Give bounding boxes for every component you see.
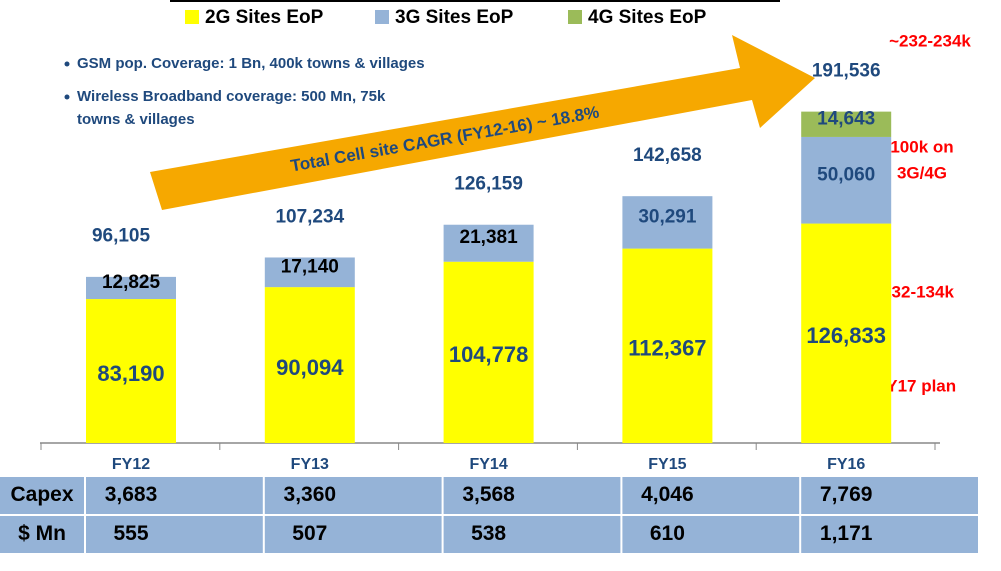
table-cell bbox=[801, 477, 978, 514]
row-label: Capex bbox=[10, 483, 73, 506]
table-value: 7,769 bbox=[820, 483, 873, 506]
annotation: 132-134k bbox=[882, 282, 954, 301]
row-label: $ Mn bbox=[18, 522, 66, 545]
cagr-arrow bbox=[150, 35, 815, 210]
data-label: 126,833 bbox=[806, 323, 886, 348]
bullet bbox=[64, 61, 70, 67]
bar-segment bbox=[801, 136, 892, 224]
bullet-text: Wireless Broadband coverage: 500 Mn, 75k bbox=[77, 88, 386, 105]
legend-label: 4G Sites EoP bbox=[588, 7, 707, 28]
bullet-text: towns & villages bbox=[77, 111, 195, 128]
table-cell bbox=[801, 516, 978, 553]
table-value: 3,683 bbox=[105, 483, 158, 506]
table-cell bbox=[622, 477, 800, 514]
total-label: 107,234 bbox=[275, 206, 344, 227]
legend-label: 2G Sites EoP bbox=[205, 7, 324, 28]
annotation: 100k on bbox=[890, 137, 953, 156]
bar-segment bbox=[801, 223, 892, 443]
bar-segment bbox=[443, 224, 534, 262]
table-value: 3,360 bbox=[284, 483, 337, 506]
annotation: ~232-234k bbox=[889, 31, 971, 50]
bullet bbox=[64, 94, 70, 100]
data-label: 21,381 bbox=[460, 227, 519, 248]
table-value: 610 bbox=[650, 522, 685, 545]
table-value: 1,171 bbox=[820, 522, 873, 545]
x-tick-label: FY12 bbox=[112, 456, 150, 473]
total-label: 191,536 bbox=[812, 61, 881, 82]
table-cell bbox=[0, 477, 84, 514]
data-label: 83,190 bbox=[97, 361, 164, 386]
legend-swatch bbox=[375, 10, 389, 24]
bar-segment bbox=[622, 248, 713, 443]
x-tick-label: FY15 bbox=[648, 456, 686, 473]
data-label: 104,778 bbox=[449, 342, 529, 367]
x-tick-label: FY14 bbox=[469, 456, 507, 473]
data-label: 17,140 bbox=[281, 256, 339, 277]
legend-label: 3G Sites EoP bbox=[395, 7, 514, 28]
bar-segment bbox=[86, 299, 176, 443]
data-label: 30,291 bbox=[638, 206, 697, 227]
table-value: 538 bbox=[471, 522, 506, 545]
table-value: 507 bbox=[292, 522, 327, 545]
annotation: FY17 plan bbox=[876, 376, 956, 395]
bar-segment bbox=[86, 276, 176, 300]
table-cell bbox=[0, 516, 84, 553]
bar-segment bbox=[801, 111, 892, 137]
x-tick-label: FY13 bbox=[291, 456, 329, 473]
bar-segment bbox=[622, 196, 713, 249]
bar-segment bbox=[264, 287, 355, 443]
data-label: 14,643 bbox=[817, 108, 875, 129]
table-cell bbox=[86, 477, 263, 514]
data-label: 12,825 bbox=[102, 272, 161, 293]
data-label: 50,060 bbox=[817, 164, 875, 185]
annotation: 3G/4G bbox=[897, 163, 947, 182]
table-value: 555 bbox=[113, 522, 148, 545]
bullet-text: GSM pop. Coverage: 1 Bn, 400k towns & vi… bbox=[77, 55, 425, 72]
table-value: 4,046 bbox=[641, 483, 694, 506]
total-label: 96,105 bbox=[92, 226, 151, 247]
total-label: 126,159 bbox=[454, 174, 523, 195]
table-cell bbox=[86, 516, 263, 553]
table-cell bbox=[443, 477, 621, 514]
bar-segment bbox=[443, 261, 534, 443]
arrow-text: Total Cell site CAGR (FY12-16) ~ 18.8% bbox=[289, 102, 600, 175]
x-tick-label: FY16 bbox=[827, 456, 865, 473]
total-label: 142,658 bbox=[633, 145, 702, 166]
table-cell bbox=[443, 516, 621, 553]
table-cell bbox=[264, 516, 442, 553]
table-value: 3,568 bbox=[462, 483, 515, 506]
bar-segment bbox=[264, 257, 355, 288]
data-label: 112,367 bbox=[628, 336, 706, 361]
data-label: 90,094 bbox=[276, 355, 344, 380]
table-cell bbox=[264, 477, 442, 514]
table-cell bbox=[622, 516, 800, 553]
legend-swatch bbox=[568, 10, 582, 24]
legend-swatch bbox=[185, 10, 199, 24]
